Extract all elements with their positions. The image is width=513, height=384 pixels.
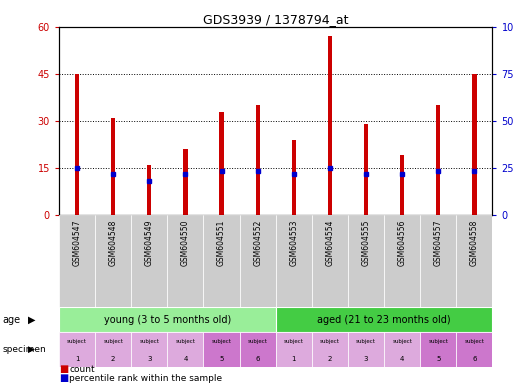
Text: subject: subject	[284, 339, 304, 344]
Text: 1: 1	[291, 356, 296, 362]
Text: 5: 5	[436, 356, 441, 362]
Text: GSM604552: GSM604552	[253, 220, 262, 266]
Bar	[95, 332, 131, 367]
Bar	[131, 215, 167, 307]
Title: GDS3939 / 1378794_at: GDS3939 / 1378794_at	[203, 13, 348, 26]
Text: age: age	[3, 314, 21, 325]
Bar	[472, 74, 477, 215]
Text: GSM604554: GSM604554	[325, 220, 334, 266]
Text: GSM604553: GSM604553	[289, 220, 298, 266]
Bar	[312, 332, 348, 367]
Bar	[240, 332, 275, 367]
Text: subject: subject	[175, 339, 195, 344]
Bar	[167, 332, 204, 367]
Text: subject: subject	[464, 339, 484, 344]
Bar	[95, 215, 131, 307]
Text: GSM604557: GSM604557	[434, 220, 443, 266]
Text: 4: 4	[183, 356, 188, 362]
Bar	[240, 215, 275, 307]
Bar	[275, 215, 312, 307]
Bar	[420, 215, 457, 307]
Bar	[167, 215, 204, 307]
Text: 2: 2	[328, 356, 332, 362]
Text: subject: subject	[103, 339, 123, 344]
Text: GSM604558: GSM604558	[470, 220, 479, 266]
Text: GSM604550: GSM604550	[181, 220, 190, 266]
Bar	[384, 332, 420, 367]
Bar	[75, 74, 79, 215]
Bar	[255, 105, 260, 215]
Bar	[364, 124, 368, 215]
Text: 4: 4	[400, 356, 404, 362]
Text: subject: subject	[356, 339, 376, 344]
Text: GSM604551: GSM604551	[217, 220, 226, 266]
Text: percentile rank within the sample: percentile rank within the sample	[69, 374, 222, 383]
Text: GSM604556: GSM604556	[398, 220, 407, 266]
Bar	[183, 149, 188, 215]
Text: 3: 3	[364, 356, 368, 362]
Text: ■: ■	[59, 373, 68, 383]
Bar	[291, 140, 296, 215]
Bar	[400, 156, 404, 215]
Text: subject: subject	[212, 339, 231, 344]
Bar	[59, 332, 95, 367]
Bar	[328, 36, 332, 215]
Text: ▶: ▶	[28, 345, 35, 354]
Bar	[348, 332, 384, 367]
Text: GSM604549: GSM604549	[145, 220, 154, 266]
Text: ■: ■	[59, 364, 68, 374]
Bar	[111, 118, 115, 215]
Bar	[384, 215, 420, 307]
Text: 3: 3	[147, 356, 151, 362]
Text: 1: 1	[75, 356, 80, 362]
Bar	[436, 105, 441, 215]
Text: GSM604547: GSM604547	[72, 220, 82, 266]
Text: GSM604555: GSM604555	[362, 220, 370, 266]
Text: subject: subject	[248, 339, 268, 344]
Bar	[131, 332, 167, 367]
Text: count: count	[69, 366, 95, 374]
Text: subject: subject	[428, 339, 448, 344]
Text: 2: 2	[111, 356, 115, 362]
Text: subject: subject	[67, 339, 87, 344]
Bar	[59, 215, 95, 307]
Text: young (3 to 5 months old): young (3 to 5 months old)	[104, 314, 231, 325]
Bar	[457, 332, 492, 367]
Bar	[275, 307, 492, 332]
Bar	[204, 332, 240, 367]
Text: 6: 6	[255, 356, 260, 362]
Text: ▶: ▶	[28, 314, 36, 325]
Text: subject: subject	[140, 339, 159, 344]
Text: aged (21 to 23 months old): aged (21 to 23 months old)	[318, 314, 451, 325]
Text: subject: subject	[320, 339, 340, 344]
Text: 6: 6	[472, 356, 477, 362]
Text: 5: 5	[220, 356, 224, 362]
Bar	[348, 215, 384, 307]
Text: specimen: specimen	[3, 345, 46, 354]
Bar	[312, 215, 348, 307]
Bar	[420, 332, 457, 367]
Bar	[147, 165, 151, 215]
Bar	[59, 307, 275, 332]
Bar	[204, 215, 240, 307]
Bar	[457, 215, 492, 307]
Bar	[220, 112, 224, 215]
Text: subject: subject	[392, 339, 412, 344]
Bar	[275, 332, 312, 367]
Text: GSM604548: GSM604548	[109, 220, 117, 266]
